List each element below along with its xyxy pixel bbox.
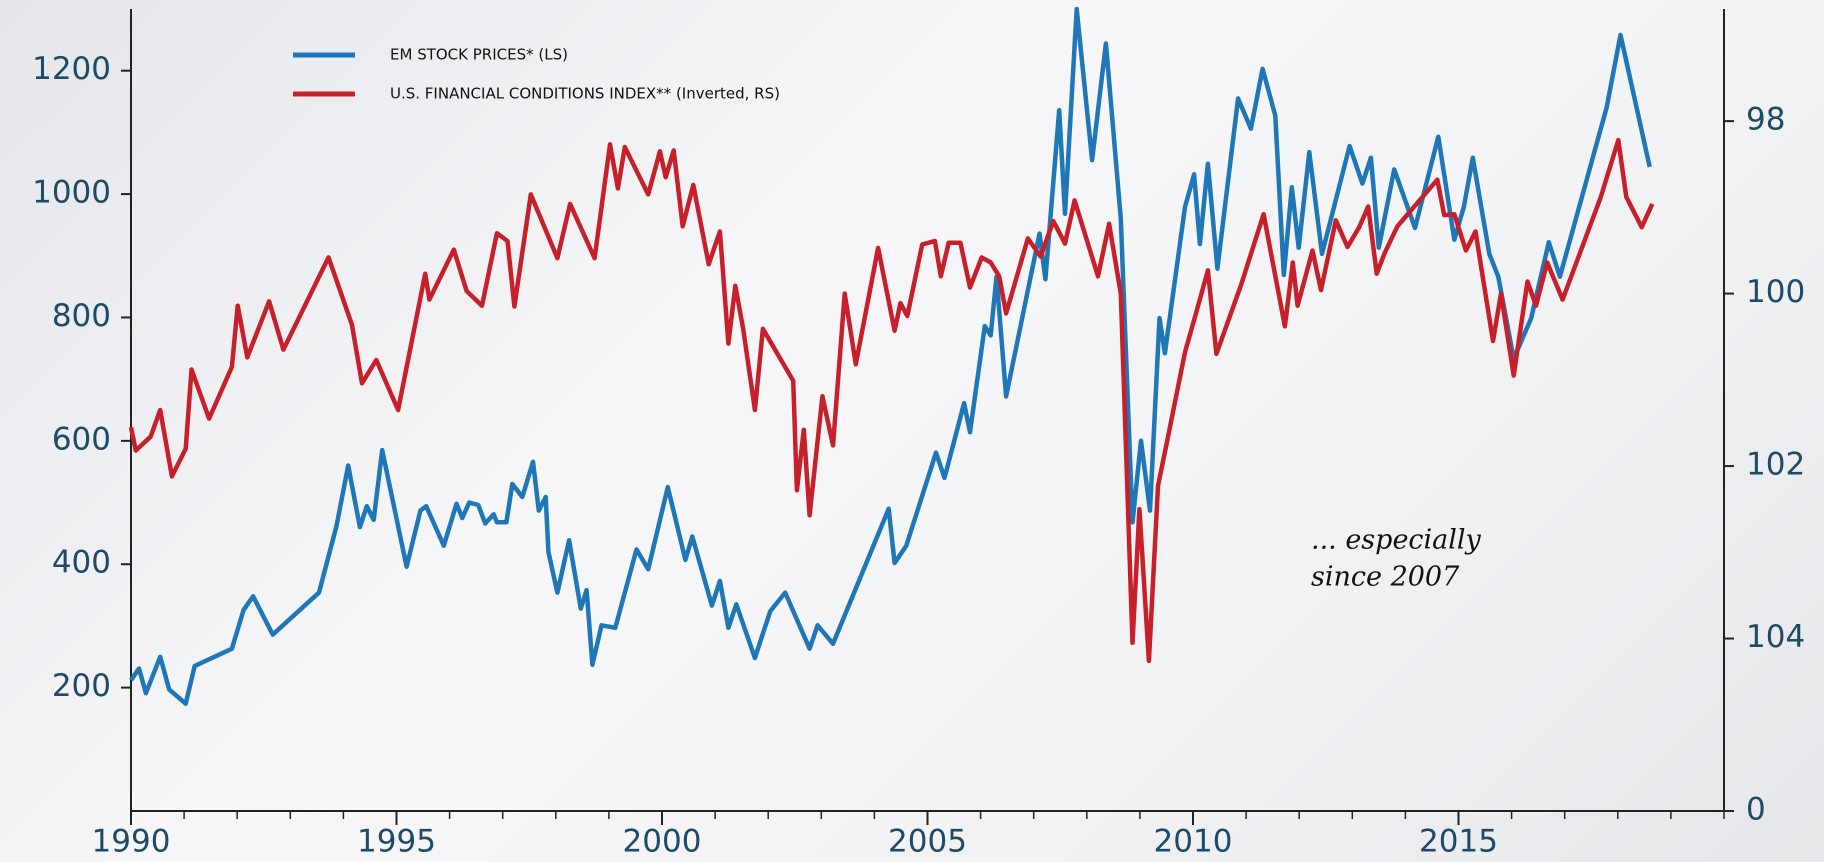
series-line xyxy=(129,6,1652,706)
y-tick-label: 1000 xyxy=(32,175,111,211)
y-tick-label: 600 xyxy=(52,421,111,457)
series-line xyxy=(128,137,1655,664)
legend-label: U.S. FINANCIAL CONDITIONS INDEX** (Inver… xyxy=(390,85,780,103)
y2-tick-label: 98 xyxy=(1746,102,1785,138)
x-tick-label: 1990 xyxy=(92,824,171,860)
y2-tick-label: 100 xyxy=(1746,274,1805,310)
x-tick-label: 2000 xyxy=(623,824,702,860)
y-tick-label: 400 xyxy=(52,545,111,581)
y2-tick-label: 102 xyxy=(1746,447,1805,483)
y-tick-label: 800 xyxy=(52,298,111,334)
legend-label: EM STOCK PRICES* (LS) xyxy=(390,46,568,64)
y-tick-label: 200 xyxy=(52,668,111,704)
x-tick-label: 1995 xyxy=(357,824,436,860)
y-tick-label: 1200 xyxy=(32,51,111,87)
y2-tick-label: 104 xyxy=(1746,619,1805,655)
x-tick-label: 2010 xyxy=(1154,824,1233,860)
x-tick-label: 2005 xyxy=(888,824,967,860)
annotation: ... especially xyxy=(1311,525,1482,556)
x-tick-label: 2015 xyxy=(1419,824,1498,860)
annotation: since 2007 xyxy=(1311,562,1460,593)
y2-tick-label: 0 xyxy=(1746,792,1766,828)
